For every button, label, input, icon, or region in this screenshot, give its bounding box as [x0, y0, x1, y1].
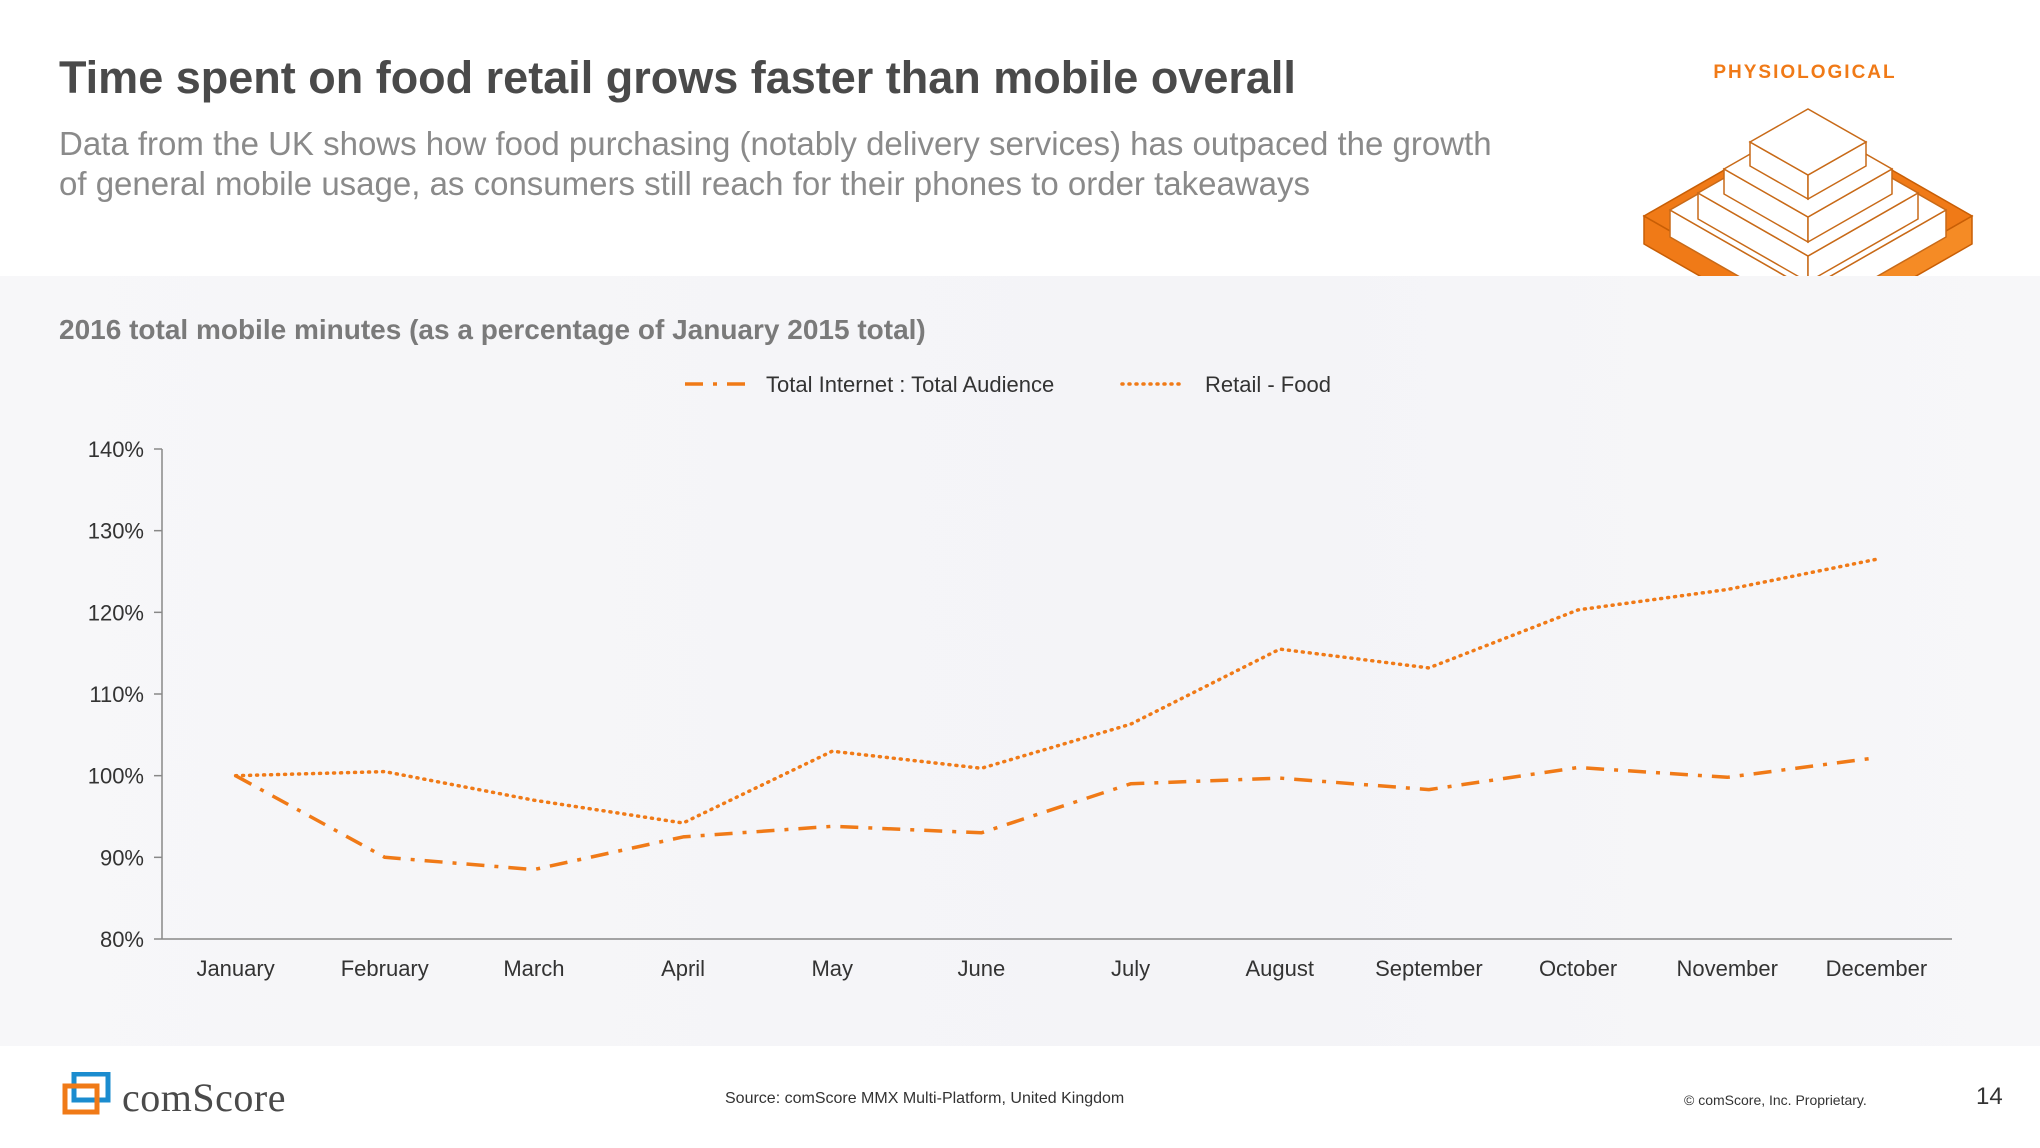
legend-label-2: Retail - Food: [1205, 372, 1331, 397]
x-tick-label: March: [503, 956, 564, 981]
y-tick-label: 110%: [89, 682, 144, 707]
x-tick-label: May: [811, 956, 853, 981]
y-tick-label: 120%: [88, 600, 144, 625]
x-tick-label: December: [1826, 956, 1927, 981]
comscore-logo-text: comScore: [122, 1075, 286, 1120]
y-tick-label: 130%: [88, 519, 144, 544]
series-line-1: [234, 755, 1877, 872]
x-tick-label: April: [661, 956, 705, 981]
y-tick-label: 90%: [100, 845, 144, 870]
x-tick-label: August: [1246, 956, 1315, 981]
source-note: Source: comScore MMX Multi-Platform, Uni…: [725, 1090, 1125, 1107]
y-tick-label: 80%: [100, 927, 144, 952]
series-line-2: [233, 557, 1879, 825]
slide-title: Time spent on food retail grows faster t…: [59, 52, 1296, 103]
x-tick-label: November: [1677, 956, 1778, 981]
chart-panel: [0, 276, 2040, 1046]
x-tick-label: January: [196, 956, 274, 981]
x-tick-label: July: [1111, 956, 1150, 981]
page-number: 14: [1976, 1083, 2003, 1110]
pyramid-icon: [1642, 108, 1974, 340]
slide-subtitle: Data from the UK shows how food purchasi…: [59, 125, 1492, 202]
y-tick-label: 100%: [88, 764, 144, 789]
legend-label-1: Total Internet : Total Audience: [766, 372, 1054, 397]
comscore-logo: comScore: [60, 1071, 360, 1120]
pyramid-tier-4-top: [1748, 108, 1868, 176]
line-chart: 80% 90% 100% 110% 120% 130% 140% January Februar…: [88, 372, 1952, 981]
copyright-note: © comScore, Inc. Proprietary.: [1684, 1092, 1867, 1108]
x-tick-label: September: [1375, 956, 1483, 981]
x-tick-label: June: [958, 956, 1006, 981]
x-tick-label: February: [341, 956, 429, 981]
comscore-logo-icon: [62, 1071, 111, 1115]
x-tick-label: October: [1539, 956, 1617, 981]
y-tick-label: 140%: [88, 437, 144, 462]
chart-title: 2016 total mobile minutes (as a percenta…: [59, 314, 926, 345]
category-tag: PHYSIOLOGICAL: [1713, 62, 1897, 83]
